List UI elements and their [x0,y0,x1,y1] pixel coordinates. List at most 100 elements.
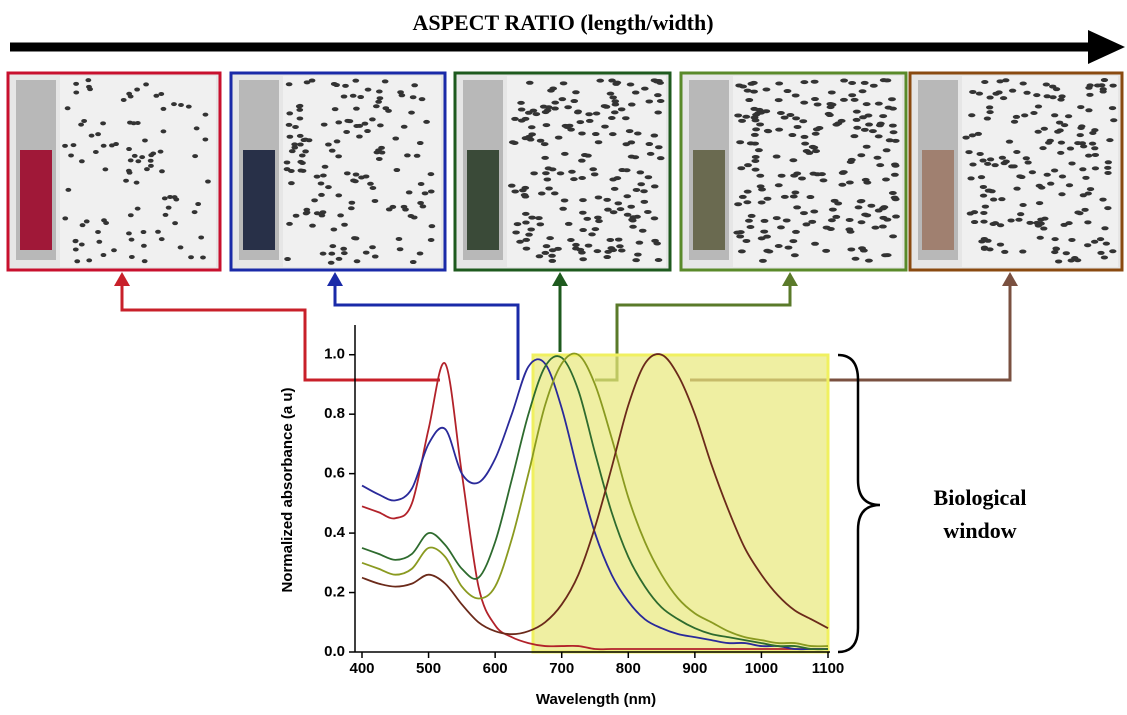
particle [341,251,348,255]
particle [980,220,987,224]
particle [318,181,325,185]
particle [644,210,652,214]
particle [549,259,557,263]
particle [891,196,899,200]
particle [1006,140,1013,144]
particle [549,87,557,91]
particle [604,250,612,254]
particle [370,186,377,190]
particle [1067,147,1074,151]
particle [401,205,408,209]
particle [611,99,619,103]
particle [150,152,156,156]
particle [968,113,975,117]
particle [745,219,753,223]
particle [853,126,861,130]
particle [834,201,842,205]
particle [633,215,641,219]
particle [848,81,856,85]
particle [822,249,830,253]
particle [981,246,988,250]
particle [347,119,354,123]
particle [1041,127,1048,131]
particle [588,232,596,236]
particle [1092,166,1099,170]
particle [559,97,567,101]
particle [738,249,746,253]
particle [334,139,341,143]
particle [639,229,647,233]
particle [592,132,600,136]
particle [321,123,328,127]
particle [828,90,836,94]
particle [1077,133,1084,137]
particle [155,230,161,234]
particle [755,108,763,112]
particle [1051,250,1058,254]
particle [781,195,789,199]
particle [543,123,551,127]
particle [775,244,783,248]
particle [159,169,165,173]
particle [629,225,637,229]
particle [377,96,384,100]
particle [1086,93,1093,97]
particle [838,183,846,187]
particle [855,205,863,209]
particle [385,109,392,113]
particle [850,134,858,138]
particle [84,219,90,223]
particle [601,104,609,108]
particle [792,230,800,234]
particle [1058,141,1065,145]
particle [1038,222,1045,226]
particle [514,222,522,226]
particle [874,156,882,160]
particle [748,214,756,218]
particle [1020,81,1027,85]
particle [401,125,408,129]
particle [93,150,99,154]
particle [1091,146,1098,150]
particle [618,107,626,111]
y-tick-label: 0.8 [324,405,345,422]
particle [615,238,623,242]
particle [422,191,429,195]
particle [762,88,770,92]
particle [879,225,887,229]
particle [68,153,74,157]
particle [869,129,877,133]
particle [288,181,295,185]
particle [545,166,553,170]
particle [589,167,597,171]
particle [1091,240,1098,244]
particle [1104,206,1111,210]
particle [608,116,616,120]
particle [284,160,291,164]
particle [517,101,525,105]
particle [336,257,343,261]
vial-liquid [20,150,52,250]
particle [291,142,298,146]
particle [628,103,636,107]
particle [423,120,430,124]
particle [79,243,85,247]
particle [178,245,184,249]
particle [543,244,551,248]
particle [578,131,586,135]
particle [888,97,896,101]
y-tick-label: 0.0 [324,643,345,660]
particle [572,90,580,94]
particle [858,246,866,250]
particle [139,155,145,159]
particle [1001,250,1008,254]
particle [1099,198,1106,202]
particle [1103,242,1110,246]
x-axis-label: Wavelength (nm) [536,691,656,708]
particle [559,207,567,211]
particle [965,150,972,154]
particle [1013,187,1020,191]
particle [870,84,878,88]
particle [297,160,304,164]
particle [882,177,890,181]
